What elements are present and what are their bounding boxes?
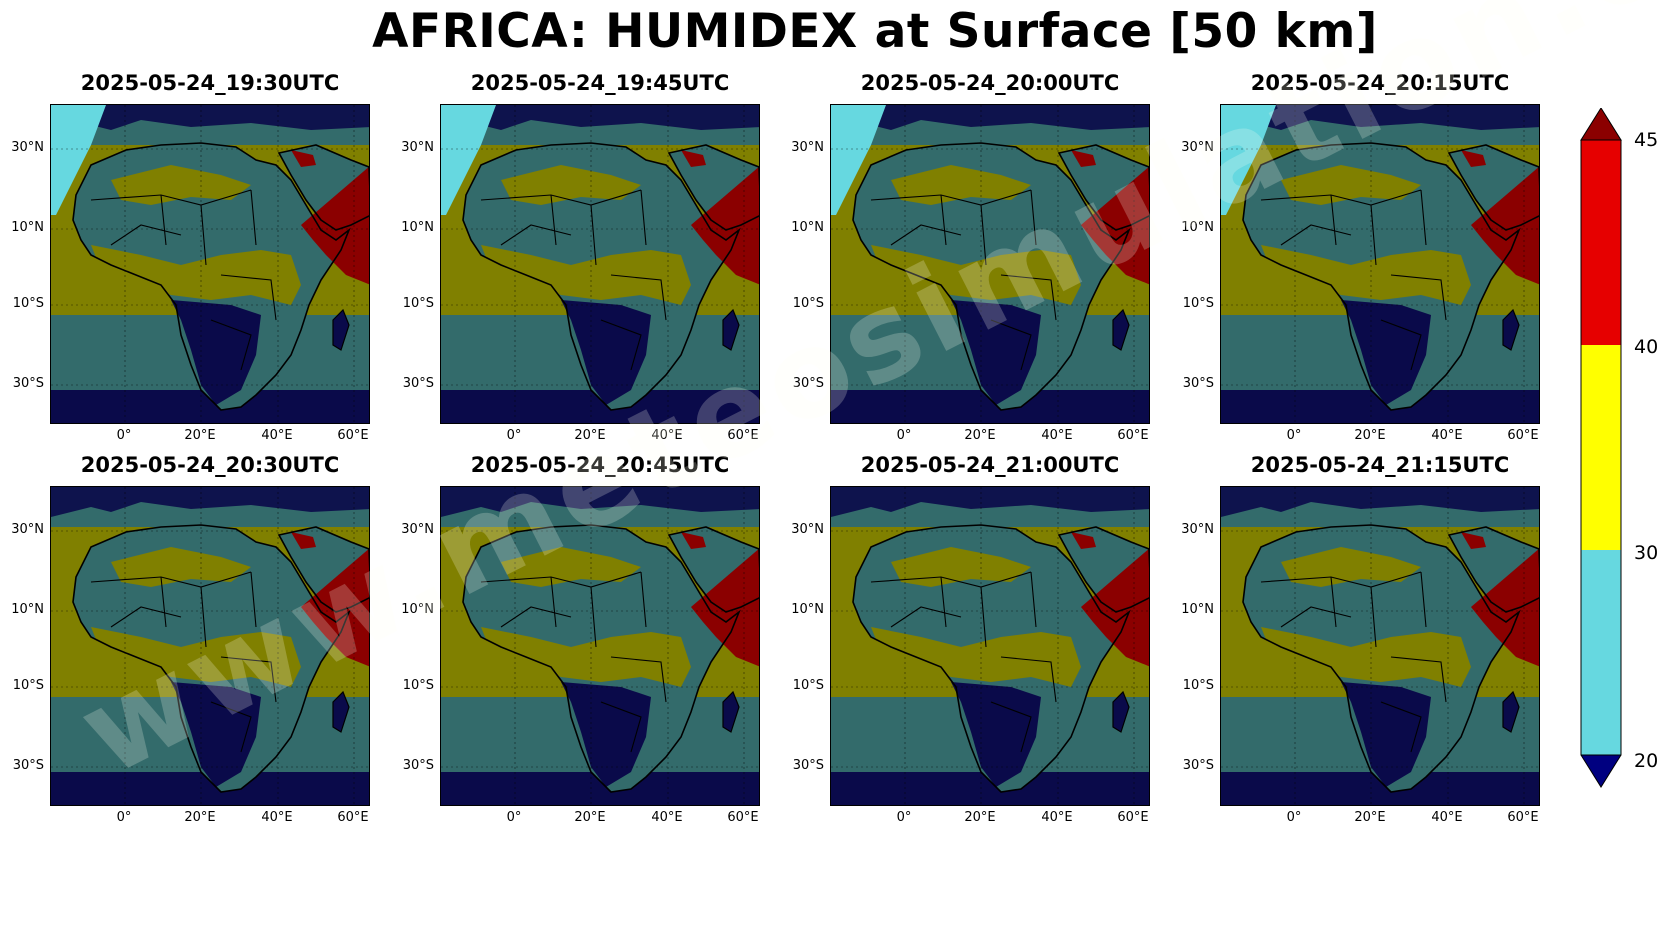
latitude-tick-label: 10°N <box>401 602 434 617</box>
latitude-tick-label: 10°N <box>401 220 434 235</box>
longitude-tick-label: 20°E <box>574 428 606 443</box>
latitude-tick-label: 30°N <box>1181 522 1214 537</box>
longitude-tick-label: 0° <box>1286 810 1302 825</box>
panel-timestamp: 2025-05-24_20:45UTC <box>470 453 730 477</box>
panel-timestamp: 2025-05-24_20:15UTC <box>1250 71 1510 95</box>
latitude-tick-label: 30°N <box>791 522 824 537</box>
longitude-tick-label: 20°E <box>184 810 216 825</box>
longitude-tick-label: 20°E <box>1354 428 1386 443</box>
latitude-tick-label: 10°S <box>1182 678 1214 693</box>
panel-timestamp: 2025-05-24_21:15UTC <box>1250 453 1510 477</box>
longitude-tick-label: 40°E <box>1041 810 1073 825</box>
latitude-tick-label: 30°S <box>1182 758 1214 773</box>
colorbar-segment-40-45 <box>1581 140 1621 345</box>
map-panel: 2025-05-24_21:00UTC <box>791 453 1150 825</box>
longitude-tick-label: 60°E <box>727 810 759 825</box>
latitude-tick-label: 10°S <box>1182 296 1214 311</box>
humidex-map <box>830 104 1150 424</box>
humidex-map <box>50 486 370 806</box>
colorbar-under-extension <box>1580 755 1622 788</box>
colorbar-label-45: 45 <box>1634 129 1659 151</box>
latitude-tick-label: 10°N <box>11 220 44 235</box>
latitude-tick-label: 10°S <box>402 296 434 311</box>
latitude-tick-label: 10°N <box>1181 602 1214 617</box>
panel-timestamp: 2025-05-24_19:30UTC <box>80 71 340 95</box>
longitude-tick-label: 60°E <box>1117 428 1149 443</box>
humidex-map <box>440 486 760 806</box>
latitude-tick-label: 10°S <box>792 296 824 311</box>
map-panel: 2025-05-24_20:00UTC <box>791 71 1150 443</box>
longitude-tick-label: 40°E <box>261 428 293 443</box>
latitude-tick-label: 30°N <box>791 140 824 155</box>
longitude-tick-label: 40°E <box>261 810 293 825</box>
longitude-tick-label: 40°E <box>1431 428 1463 443</box>
longitude-tick-label: 20°E <box>1354 810 1386 825</box>
latitude-tick-label: 30°S <box>402 376 434 391</box>
longitude-tick-label: 20°E <box>964 810 996 825</box>
colorbar-over-triangle <box>1580 108 1622 141</box>
humidex-map <box>830 486 1150 806</box>
humidex-map <box>1220 486 1540 806</box>
panel-timestamp: 2025-05-24_20:00UTC <box>860 71 1120 95</box>
longitude-tick-label: 20°E <box>964 428 996 443</box>
colorbar-label-40: 40 <box>1634 336 1659 358</box>
latitude-tick-label: 10°S <box>402 678 434 693</box>
latitude-tick-label: 30°S <box>792 758 824 773</box>
panel-timestamp: 2025-05-24_20:30UTC <box>80 453 340 477</box>
longitude-tick-label: 0° <box>116 428 132 443</box>
latitude-tick-label: 30°N <box>401 522 434 537</box>
longitude-tick-label: 60°E <box>1507 428 1539 443</box>
humidex-map <box>1220 104 1540 424</box>
latitude-tick-label: 10°S <box>792 678 824 693</box>
panel-timestamp: 2025-05-24_19:45UTC <box>470 71 730 95</box>
colorbar-label-30: 30 <box>1634 542 1659 564</box>
longitude-tick-label: 20°E <box>574 810 606 825</box>
latitude-tick-label: 30°S <box>402 758 434 773</box>
longitude-tick-label: 0° <box>896 810 912 825</box>
latitude-tick-label: 30°S <box>12 376 44 391</box>
longitude-tick-label: 0° <box>1286 428 1302 443</box>
longitude-tick-label: 60°E <box>727 428 759 443</box>
latitude-tick-label: 30°N <box>11 522 44 537</box>
map-panel: 2025-05-24_20:30UTC <box>11 453 370 825</box>
longitude-tick-label: 20°E <box>184 428 216 443</box>
longitude-tick-label: 40°E <box>1041 428 1073 443</box>
longitude-tick-label: 40°E <box>1431 810 1463 825</box>
longitude-tick-label: 40°E <box>651 810 683 825</box>
latitude-tick-label: 10°S <box>12 296 44 311</box>
figure-title: AFRICA: HUMIDEX at Surface [50 km] <box>372 4 1378 59</box>
colorbar-label-20: 20 <box>1634 750 1659 772</box>
humidex-map <box>440 104 760 424</box>
longitude-tick-label: 60°E <box>337 810 369 825</box>
map-panel: 2025-05-24_21:15UTC <box>1181 453 1540 825</box>
latitude-tick-label: 10°S <box>12 678 44 693</box>
latitude-tick-label: 30°N <box>11 140 44 155</box>
map-panel: 2025-05-24_19:30UTC <box>11 71 370 443</box>
latitude-tick-label: 30°S <box>1182 376 1214 391</box>
longitude-tick-label: 0° <box>506 810 522 825</box>
longitude-tick-label: 60°E <box>1117 810 1149 825</box>
latitude-tick-label: 30°N <box>401 140 434 155</box>
colorbar-segment-20-30 <box>1581 550 1621 755</box>
longitude-tick-label: 60°E <box>337 428 369 443</box>
panel-timestamp: 2025-05-24_21:00UTC <box>860 453 1120 477</box>
latitude-tick-label: 10°N <box>791 220 824 235</box>
longitude-tick-label: 40°E <box>651 428 683 443</box>
latitude-tick-label: 30°S <box>12 758 44 773</box>
map-panel: 2025-05-24_20:45UTC <box>401 453 760 825</box>
latitude-tick-label: 10°N <box>791 602 824 617</box>
humidex-map <box>50 104 370 424</box>
longitude-tick-label: 0° <box>896 428 912 443</box>
longitude-tick-label: 0° <box>116 810 132 825</box>
latitude-tick-label: 30°S <box>792 376 824 391</box>
colorbar <box>1580 108 1622 762</box>
colorbar-segment-30-40 <box>1581 345 1621 550</box>
latitude-tick-label: 10°N <box>11 602 44 617</box>
map-panel: 2025-05-24_20:15UTC <box>1181 71 1540 443</box>
latitude-tick-label: 30°N <box>1181 140 1214 155</box>
longitude-tick-label: 0° <box>506 428 522 443</box>
longitude-tick-label: 60°E <box>1507 810 1539 825</box>
map-panel: 2025-05-24_19:45UTC <box>401 71 760 443</box>
latitude-tick-label: 10°N <box>1181 220 1214 235</box>
